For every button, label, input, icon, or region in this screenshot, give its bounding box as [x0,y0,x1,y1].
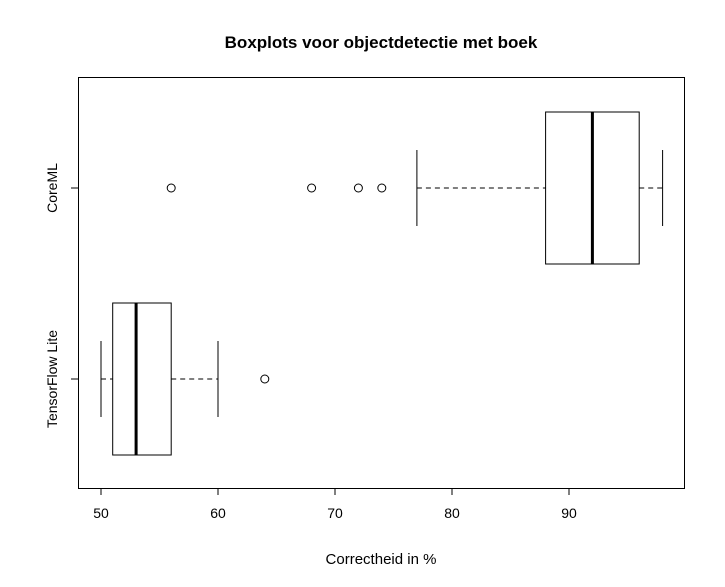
outlier-point [260,374,270,384]
chart-title: Boxplots voor objectdetectie met boek [225,33,538,52]
outlier-point [377,183,387,193]
box-coreml [166,111,664,265]
outlier-point [166,183,176,193]
outlier-point [353,183,363,193]
x-axis-ticks: 50 60 70 80 90 [93,488,577,521]
box-tensorflow-lite [100,302,270,456]
x-tick-label: 50 [93,505,109,521]
x-tick-label: 90 [561,505,577,521]
y-tick-label: TensorFlow Lite [44,330,60,428]
y-axis-ticks: CoreML TensorFlow Lite [44,163,78,428]
x-tick-label: 70 [327,505,343,521]
box-iqr [112,302,172,456]
x-axis-label: Correctheid in % [326,551,437,568]
boxes-group [100,111,664,456]
x-tick-label: 80 [444,505,460,521]
outlier-point [307,183,317,193]
x-tick-label: 60 [210,505,226,521]
y-tick-label: CoreML [44,163,60,213]
